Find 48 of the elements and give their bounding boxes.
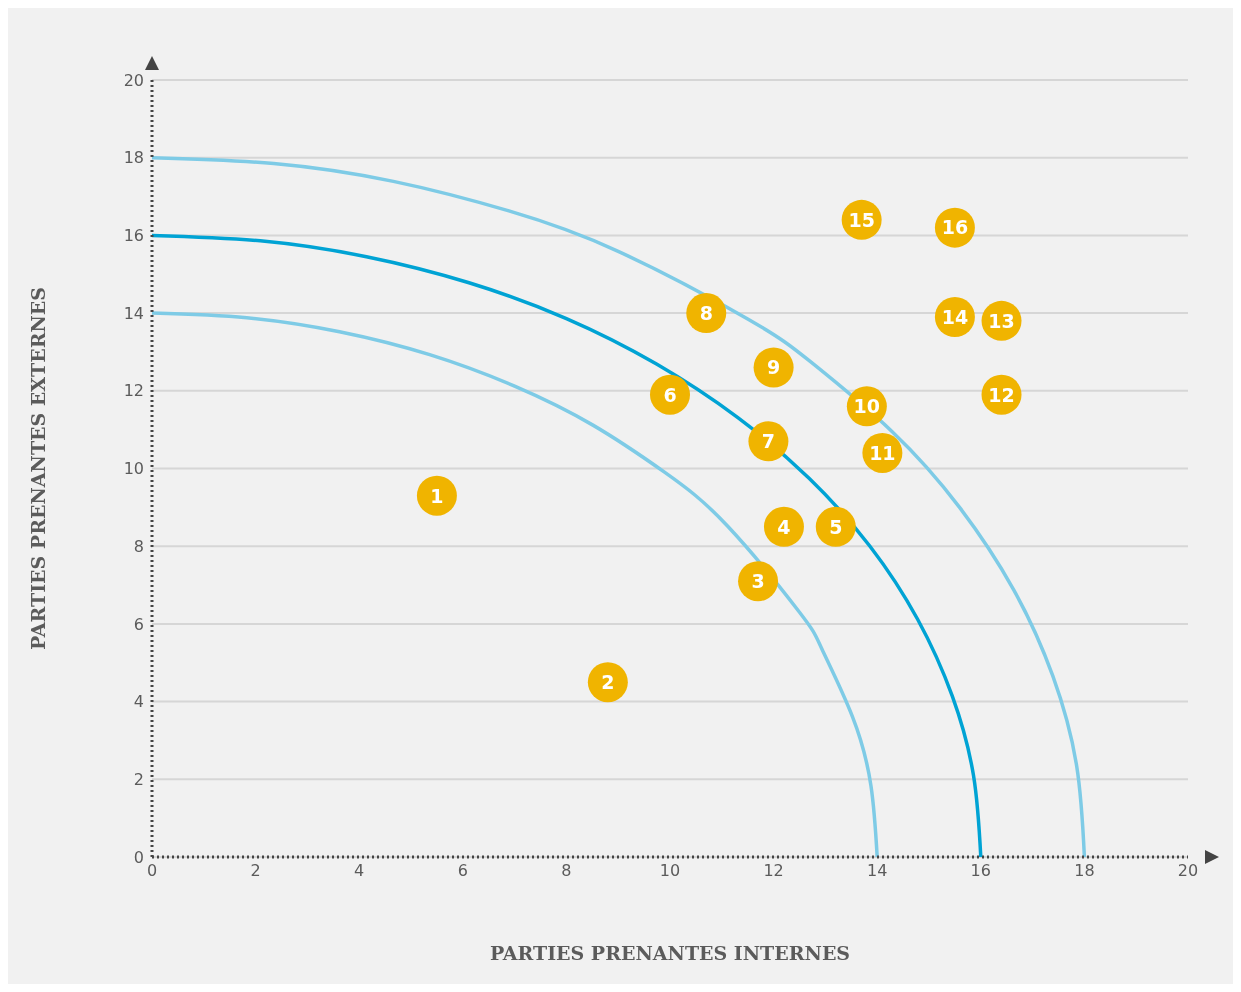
point bbox=[416, 475, 457, 516]
x-tick-label: 20 bbox=[1177, 861, 1199, 881]
y-tick-label: 12 bbox=[123, 381, 144, 401]
point bbox=[748, 421, 789, 462]
y-tick-label: 4 bbox=[133, 692, 144, 712]
point bbox=[587, 662, 628, 703]
annotation: 12 bbox=[988, 383, 1015, 406]
annotation: 1 bbox=[430, 484, 444, 507]
point bbox=[738, 561, 779, 602]
y-tick-label: 10 bbox=[123, 459, 144, 479]
point bbox=[763, 506, 804, 547]
x-tick-label: 18 bbox=[1074, 861, 1095, 881]
x-tick-label: 8 bbox=[561, 861, 572, 881]
y-tick-label: 2 bbox=[133, 769, 144, 789]
annotation: 14 bbox=[941, 305, 969, 328]
annotation: 10 bbox=[853, 395, 881, 418]
annotation: 13 bbox=[988, 309, 1015, 332]
x-axis-title: PARTIES PRENANTES INTERNES bbox=[489, 942, 851, 965]
annotation: 5 bbox=[829, 515, 843, 538]
x-tick-label: 0 bbox=[146, 861, 158, 881]
y-tick-label: 8 bbox=[133, 536, 144, 556]
x-tick-label: 2 bbox=[250, 861, 261, 881]
x-tick-label: 4 bbox=[354, 861, 365, 881]
annotation: 15 bbox=[848, 208, 875, 231]
x-tick-label: 16 bbox=[970, 861, 991, 881]
x-tick-label: 12 bbox=[763, 861, 784, 881]
annotation: 4 bbox=[777, 515, 791, 538]
annotation: 8 bbox=[699, 301, 713, 324]
y-tick-label: 0 bbox=[133, 847, 144, 867]
annotation: 2 bbox=[601, 671, 615, 694]
annotation: 3 bbox=[751, 570, 765, 593]
y-tick-label: 6 bbox=[133, 614, 144, 634]
line-series bbox=[152, 155, 1087, 857]
y-tick-label: 16 bbox=[123, 226, 144, 246]
point bbox=[815, 506, 856, 547]
annotation: 9 bbox=[766, 356, 781, 379]
y-tick-label: 14 bbox=[123, 303, 144, 323]
annotation: 7 bbox=[761, 430, 776, 453]
line-series bbox=[152, 233, 983, 857]
x-tick-label: 14 bbox=[867, 861, 888, 881]
y-tick-label: 20 bbox=[123, 70, 144, 90]
y-tick-label: 18 bbox=[123, 148, 144, 168]
annotation: 11 bbox=[869, 441, 896, 464]
x-tick-label: 10 bbox=[659, 861, 681, 881]
annotation: 16 bbox=[941, 216, 969, 239]
annotation: 6 bbox=[663, 383, 677, 406]
y-axis-title: PARTIES PRENANTES EXTERNES bbox=[26, 286, 49, 651]
x-tick-label: 6 bbox=[457, 861, 468, 881]
